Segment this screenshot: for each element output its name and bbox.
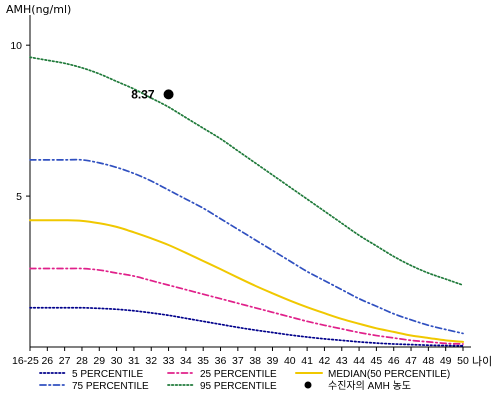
legend-label: 95 PERCENTILE	[200, 381, 277, 392]
legend-marker-symbol	[304, 381, 312, 389]
x-tick-label: 27	[59, 355, 71, 367]
x-tick-label: 50	[457, 355, 469, 367]
x-tick-label: 48	[423, 355, 435, 367]
legend: 5 PERCENTILE 25 PERCENTILE MEDIAN(50 PERCE…	[39, 369, 450, 392]
legend-item-75-percentile: 75 PERCENTILE	[39, 381, 149, 392]
x-tick-label: 45	[371, 355, 383, 367]
x-tick-label: 47	[405, 355, 417, 367]
legend-item-median-50-percentile: MEDIAN(50 PERCENTILE)	[295, 369, 450, 380]
x-tick-label: 38	[249, 355, 261, 367]
legend-label: MEDIAN(50 PERCENTILE)	[328, 369, 450, 380]
marker-layer: 8.37	[131, 87, 174, 101]
x-axis-title: 나이	[472, 355, 492, 368]
x-tick-label: 35	[197, 355, 209, 367]
patient-amh-value-label: 8.37	[131, 87, 155, 101]
series-line-25-percentile	[29, 267, 464, 345]
series-line-75-percentile	[29, 158, 464, 335]
x-tick-label: 26	[41, 355, 53, 367]
series-line-95-percentile	[29, 56, 464, 286]
legend-label: 5 PERCENTILE	[72, 369, 143, 380]
legend-item-25-percentile: 25 PERCENTILE	[167, 369, 277, 380]
x-tick-label: 37	[232, 355, 244, 367]
series-line-5-percentile	[29, 306, 464, 347]
x-tick-label: 28	[76, 355, 88, 367]
x-tick-label: 42	[319, 355, 331, 367]
series-layer	[29, 56, 464, 347]
legend-label: 75 PERCENTILE	[72, 381, 149, 392]
x-tick-label: 49	[440, 355, 452, 367]
legend-label: 수진자의 AMH 농도	[328, 380, 411, 392]
x-tick-label: 39	[267, 355, 279, 367]
legend-item-amh: 수진자의 AMH 농도	[304, 380, 411, 392]
series-line-median-50-percentile	[29, 219, 464, 343]
x-tick-label: 34	[180, 355, 192, 367]
legend-item-5-percentile: 5 PERCENTILE	[39, 369, 143, 380]
legend-item-95-percentile: 95 PERCENTILE	[167, 381, 277, 392]
x-tick-label: 41	[301, 355, 313, 367]
y-tick-label: 5	[16, 191, 22, 203]
axes: 5 10 16-25 26 27 28 29 30 31 32 33 34 35 36 37 38 39 40 41…	[10, 15, 471, 367]
x-tick-label: 33	[163, 355, 175, 367]
x-tick-label: 32	[145, 355, 157, 367]
x-tick-label: 31	[128, 355, 140, 367]
legend-label: 25 PERCENTILE	[200, 369, 277, 380]
x-tick-label: 44	[353, 355, 365, 367]
x-tick-label: 36	[215, 355, 227, 367]
x-tick-label: 40	[284, 355, 296, 367]
x-tick-label: 16-25	[12, 355, 39, 367]
x-tick-label: 30	[111, 355, 123, 367]
patient-amh-point	[163, 89, 174, 100]
x-tick-label: 29	[93, 355, 105, 367]
y-tick-label: 10	[10, 40, 22, 52]
x-tick-label: 46	[388, 355, 400, 367]
x-tick-label: 43	[336, 355, 348, 367]
y-axis-title: AMH(ng/ml)	[6, 3, 71, 16]
